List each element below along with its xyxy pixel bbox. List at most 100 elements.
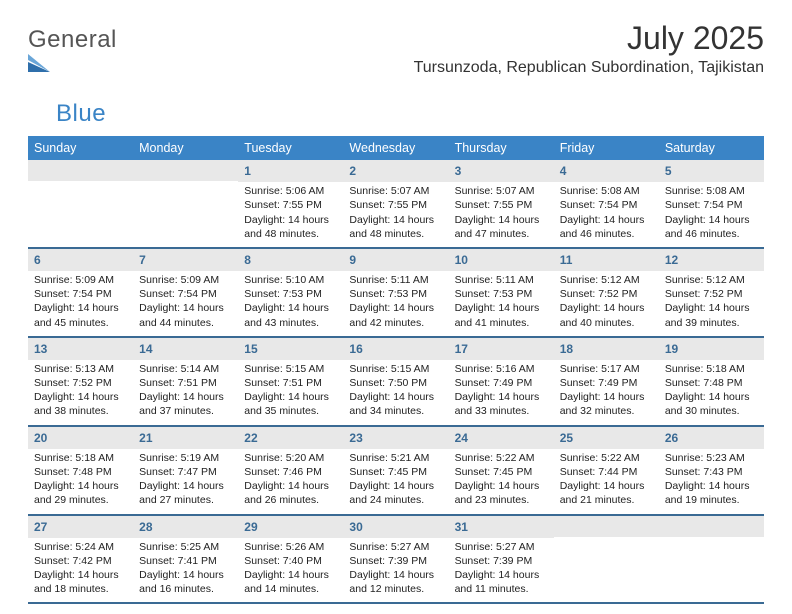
calendar-day-cell: [659, 516, 764, 603]
day-body: Sunrise: 5:06 AMSunset: 7:55 PMDaylight:…: [238, 182, 343, 241]
calendar-day-cell: 26Sunrise: 5:23 AMSunset: 7:43 PMDayligh…: [659, 427, 764, 514]
sunset-text: Sunset: 7:49 PM: [560, 376, 653, 390]
day-body: [659, 537, 764, 539]
sunset-text: Sunset: 7:47 PM: [139, 465, 232, 479]
sunset-text: Sunset: 7:52 PM: [34, 376, 127, 390]
page-header: GeneralBlue July 2025 Tursunzoda, Republ…: [28, 20, 764, 128]
day-body: Sunrise: 5:26 AMSunset: 7:40 PMDaylight:…: [238, 538, 343, 597]
sunset-text: Sunset: 7:54 PM: [560, 198, 653, 212]
day-body: Sunrise: 5:16 AMSunset: 7:49 PMDaylight:…: [449, 360, 554, 419]
sunset-text: Sunset: 7:54 PM: [34, 287, 127, 301]
day-number: 2: [343, 160, 448, 182]
sunrise-text: Sunrise: 5:09 AM: [34, 273, 127, 287]
daylight-text: Daylight: 14 hours and 46 minutes.: [560, 213, 653, 241]
weekday-header: Saturday: [659, 136, 764, 160]
sunrise-text: Sunrise: 5:07 AM: [349, 184, 442, 198]
day-number: 4: [554, 160, 659, 182]
sunrise-text: Sunrise: 5:19 AM: [139, 451, 232, 465]
sunset-text: Sunset: 7:51 PM: [244, 376, 337, 390]
day-body: Sunrise: 5:25 AMSunset: 7:41 PMDaylight:…: [133, 538, 238, 597]
calendar-day-cell: 8Sunrise: 5:10 AMSunset: 7:53 PMDaylight…: [238, 249, 343, 336]
sunset-text: Sunset: 7:40 PM: [244, 554, 337, 568]
sunset-text: Sunset: 7:48 PM: [34, 465, 127, 479]
sunset-text: Sunset: 7:50 PM: [349, 376, 442, 390]
sunset-text: Sunset: 7:48 PM: [665, 376, 758, 390]
calendar-day-cell: 13Sunrise: 5:13 AMSunset: 7:52 PMDayligh…: [28, 338, 133, 425]
day-body: Sunrise: 5:07 AMSunset: 7:55 PMDaylight:…: [449, 182, 554, 241]
location-subtitle: Tursunzoda, Republican Subordination, Ta…: [414, 59, 764, 77]
day-number: [554, 516, 659, 537]
day-body: Sunrise: 5:08 AMSunset: 7:54 PMDaylight:…: [554, 182, 659, 241]
sunrise-text: Sunrise: 5:11 AM: [349, 273, 442, 287]
weekday-header: Friday: [554, 136, 659, 160]
calendar-day-cell: 29Sunrise: 5:26 AMSunset: 7:40 PMDayligh…: [238, 516, 343, 603]
daylight-text: Daylight: 14 hours and 11 minutes.: [455, 568, 548, 596]
day-body: Sunrise: 5:07 AMSunset: 7:55 PMDaylight:…: [343, 182, 448, 241]
daylight-text: Daylight: 14 hours and 34 minutes.: [349, 390, 442, 418]
day-body: Sunrise: 5:23 AMSunset: 7:43 PMDaylight:…: [659, 449, 764, 508]
calendar-day-cell: 27Sunrise: 5:24 AMSunset: 7:42 PMDayligh…: [28, 516, 133, 603]
sunrise-text: Sunrise: 5:14 AM: [139, 362, 232, 376]
sunrise-text: Sunrise: 5:08 AM: [560, 184, 653, 198]
sunset-text: Sunset: 7:43 PM: [665, 465, 758, 479]
day-body: Sunrise: 5:27 AMSunset: 7:39 PMDaylight:…: [449, 538, 554, 597]
day-number: 17: [449, 338, 554, 360]
sunrise-text: Sunrise: 5:07 AM: [455, 184, 548, 198]
daylight-text: Daylight: 14 hours and 37 minutes.: [139, 390, 232, 418]
calendar-day-cell: 14Sunrise: 5:14 AMSunset: 7:51 PMDayligh…: [133, 338, 238, 425]
day-number: 14: [133, 338, 238, 360]
sunrise-text: Sunrise: 5:23 AM: [665, 451, 758, 465]
daylight-text: Daylight: 14 hours and 19 minutes.: [665, 479, 758, 507]
sunrise-text: Sunrise: 5:18 AM: [665, 362, 758, 376]
daylight-text: Daylight: 14 hours and 27 minutes.: [139, 479, 232, 507]
sunset-text: Sunset: 7:53 PM: [455, 287, 548, 301]
title-block: July 2025 Tursunzoda, Republican Subordi…: [414, 20, 764, 77]
daylight-text: Daylight: 14 hours and 26 minutes.: [244, 479, 337, 507]
weeks-container: 1Sunrise: 5:06 AMSunset: 7:55 PMDaylight…: [28, 160, 764, 604]
calendar-day-cell: 23Sunrise: 5:21 AMSunset: 7:45 PMDayligh…: [343, 427, 448, 514]
logo-word-1: General: [28, 26, 117, 53]
weekday-header-row: Sunday Monday Tuesday Wednesday Thursday…: [28, 136, 764, 160]
sunrise-text: Sunrise: 5:17 AM: [560, 362, 653, 376]
day-body: Sunrise: 5:08 AMSunset: 7:54 PMDaylight:…: [659, 182, 764, 241]
day-body: Sunrise: 5:12 AMSunset: 7:52 PMDaylight:…: [659, 271, 764, 330]
calendar-day-cell: 16Sunrise: 5:15 AMSunset: 7:50 PMDayligh…: [343, 338, 448, 425]
day-body: [133, 181, 238, 183]
daylight-text: Daylight: 14 hours and 29 minutes.: [34, 479, 127, 507]
calendar-day-cell: 1Sunrise: 5:06 AMSunset: 7:55 PMDaylight…: [238, 160, 343, 247]
day-body: Sunrise: 5:18 AMSunset: 7:48 PMDaylight:…: [659, 360, 764, 419]
day-number: 18: [554, 338, 659, 360]
day-number: 27: [28, 516, 133, 538]
sunrise-text: Sunrise: 5:22 AM: [560, 451, 653, 465]
day-number: 30: [343, 516, 448, 538]
month-title: July 2025: [414, 20, 764, 57]
day-number: 24: [449, 427, 554, 449]
day-body: Sunrise: 5:09 AMSunset: 7:54 PMDaylight:…: [133, 271, 238, 330]
daylight-text: Daylight: 14 hours and 32 minutes.: [560, 390, 653, 418]
daylight-text: Daylight: 14 hours and 18 minutes.: [34, 568, 127, 596]
calendar-day-cell: 7Sunrise: 5:09 AMSunset: 7:54 PMDaylight…: [133, 249, 238, 336]
calendar-day-cell: 12Sunrise: 5:12 AMSunset: 7:52 PMDayligh…: [659, 249, 764, 336]
brand-logo: GeneralBlue: [28, 26, 117, 128]
daylight-text: Daylight: 14 hours and 45 minutes.: [34, 301, 127, 329]
day-number: 6: [28, 249, 133, 271]
day-number: 16: [343, 338, 448, 360]
calendar-day-cell: 5Sunrise: 5:08 AMSunset: 7:54 PMDaylight…: [659, 160, 764, 247]
day-number: [28, 160, 133, 181]
day-number: 9: [343, 249, 448, 271]
calendar-day-cell: 24Sunrise: 5:22 AMSunset: 7:45 PMDayligh…: [449, 427, 554, 514]
day-body: [28, 181, 133, 183]
day-body: Sunrise: 5:22 AMSunset: 7:45 PMDaylight:…: [449, 449, 554, 508]
logo-mark-icon: [28, 54, 117, 72]
day-number: [659, 516, 764, 537]
day-body: Sunrise: 5:18 AMSunset: 7:48 PMDaylight:…: [28, 449, 133, 508]
sunset-text: Sunset: 7:49 PM: [455, 376, 548, 390]
day-number: 26: [659, 427, 764, 449]
sunrise-text: Sunrise: 5:22 AM: [455, 451, 548, 465]
daylight-text: Daylight: 14 hours and 33 minutes.: [455, 390, 548, 418]
day-number: 29: [238, 516, 343, 538]
daylight-text: Daylight: 14 hours and 39 minutes.: [665, 301, 758, 329]
day-body: Sunrise: 5:24 AMSunset: 7:42 PMDaylight:…: [28, 538, 133, 597]
sunrise-text: Sunrise: 5:26 AM: [244, 540, 337, 554]
day-number: 13: [28, 338, 133, 360]
